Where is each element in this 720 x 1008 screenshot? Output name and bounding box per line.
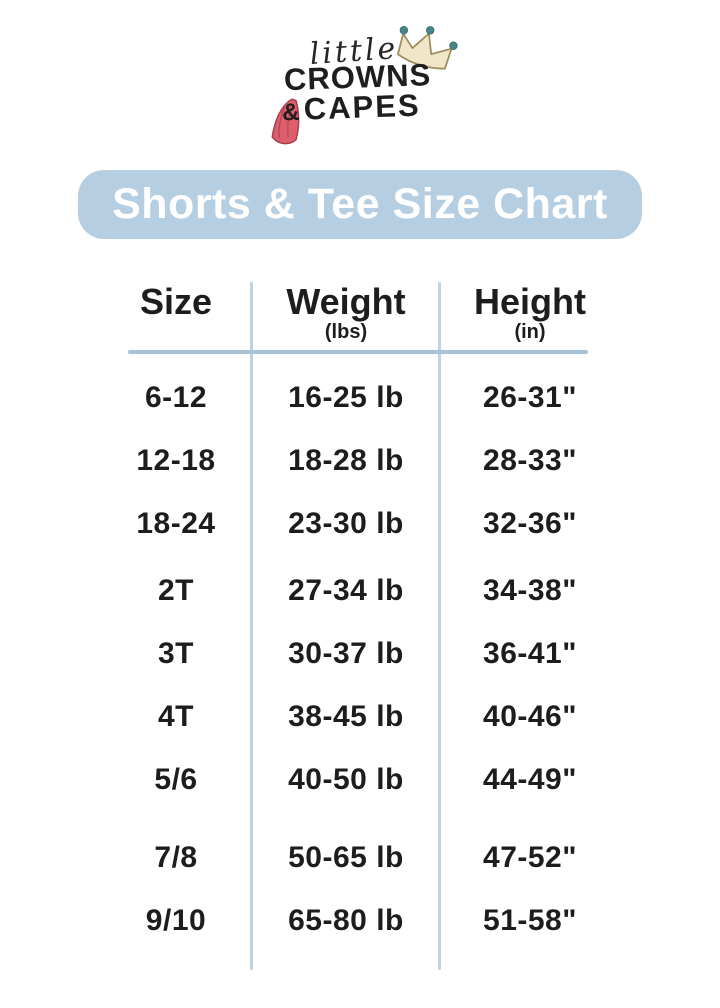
crown-icon xyxy=(397,26,458,70)
chart-title-banner: Shorts & Tee Size Chart xyxy=(78,170,642,239)
chart-title: Shorts & Tee Size Chart xyxy=(112,180,608,228)
height-header-label: Height xyxy=(474,281,586,322)
column-header-size: Size xyxy=(100,283,252,344)
size-cell: 4T xyxy=(157,699,194,733)
table-row: 18-24 23-30 lb 32-36" xyxy=(100,492,620,555)
size-cell: 9/10 xyxy=(145,903,207,937)
weight-header-unit: (lbs) xyxy=(324,320,368,343)
weight-cell: 40-50 lb xyxy=(288,762,404,796)
size-cell: 7/8 xyxy=(154,840,198,874)
table-header-row: Size Weight (lbs) Height (in) xyxy=(100,278,620,344)
weight-cell: 38-45 lb xyxy=(288,699,404,733)
size-cell: 18-24 xyxy=(136,506,216,540)
weight-cell: 65-80 lb xyxy=(288,903,404,937)
column-divider-right xyxy=(438,282,441,970)
table-row: 3T 30-37 lb 36-41" xyxy=(100,622,620,685)
height-cell: 26-31" xyxy=(483,380,577,414)
table-row: 2T 27-34 lb 34-38" xyxy=(100,559,620,622)
cape-icon xyxy=(271,98,300,145)
size-table: Size Weight (lbs) Height (in) 6-12 16-25… xyxy=(100,278,620,978)
height-header-unit: (in) xyxy=(514,320,546,343)
weight-cell: 16-25 lb xyxy=(288,380,404,414)
height-cell: 51-58" xyxy=(483,903,577,937)
height-cell: 32-36" xyxy=(483,506,577,540)
brand-logo: little CROWNS & CAPES xyxy=(271,26,458,148)
logo-ampersand: & xyxy=(281,98,300,127)
size-cell: 12-18 xyxy=(136,443,216,477)
size-cell: 5/6 xyxy=(154,762,198,796)
column-header-weight: Weight (lbs) xyxy=(252,283,440,344)
weight-cell: 27-34 lb xyxy=(288,573,404,607)
height-cell: 44-49" xyxy=(483,762,577,796)
table-row: 5/6 40-50 lb 44-49" xyxy=(100,748,620,811)
size-cell: 6-12 xyxy=(144,380,208,414)
table-row: 6-12 16-25 lb 26-31" xyxy=(100,366,620,429)
logo-capes-line: & CAPES xyxy=(281,87,422,129)
height-cell: 36-41" xyxy=(483,636,577,670)
weight-cell: 50-65 lb xyxy=(288,840,404,874)
weight-cell: 18-28 lb xyxy=(288,443,404,477)
table-row: 4T 38-45 lb 40-46" xyxy=(100,685,620,748)
column-header-height: Height (in) xyxy=(440,283,620,344)
table-row: 7/8 50-65 lb 47-52" xyxy=(100,826,620,889)
height-cell: 28-33" xyxy=(483,443,577,477)
height-cell: 40-46" xyxy=(483,699,577,733)
height-cell: 47-52" xyxy=(483,840,577,874)
header-rule xyxy=(128,350,588,354)
size-cell: 2T xyxy=(157,573,194,607)
weight-header-label: Weight xyxy=(286,281,406,322)
size-header-label: Size xyxy=(139,281,213,322)
weight-cell: 30-37 lb xyxy=(288,636,404,670)
table-body: 6-12 16-25 lb 26-31" 12-18 18-28 lb 28-3… xyxy=(100,366,620,952)
size-cell: 3T xyxy=(157,636,194,670)
logo-word-capes: CAPES xyxy=(303,87,422,127)
column-divider-left xyxy=(250,282,253,970)
table-row: 12-18 18-28 lb 28-33" xyxy=(100,429,620,492)
weight-cell: 23-30 lb xyxy=(288,506,404,540)
height-cell: 34-38" xyxy=(483,573,577,607)
table-row: 9/10 65-80 lb 51-58" xyxy=(100,889,620,952)
